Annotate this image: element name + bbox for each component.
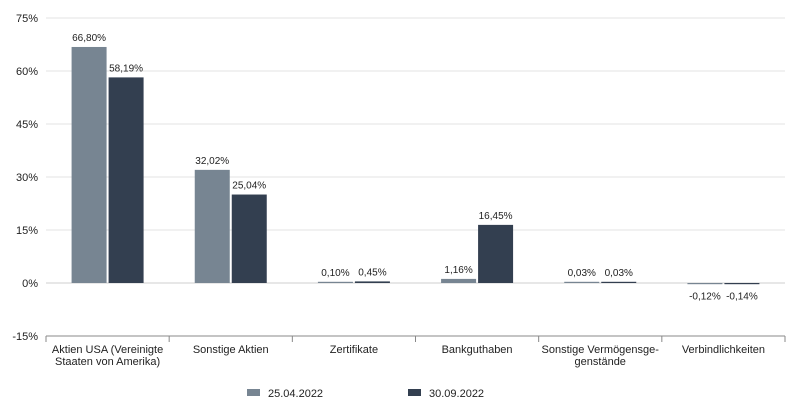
data-label: 66,80%	[72, 33, 106, 44]
bar	[71, 46, 107, 284]
x-category-label-line: Sonstige Aktien	[193, 344, 269, 356]
x-category-label-line: Sonstige Vermögensge-	[542, 344, 660, 356]
x-category-label-line: Aktien USA (Vereinigte	[52, 344, 163, 356]
x-category-label: Sonstige Vermögensge-genstände	[542, 344, 660, 368]
y-axis: 75% 60% 45% 30% 15% 0% -15%	[12, 13, 38, 343]
x-category-label-line: genstände	[575, 356, 626, 368]
legend-swatch	[247, 389, 260, 396]
bar	[687, 283, 723, 285]
bar	[317, 281, 353, 283]
x-category-label-line: Zertifikate	[330, 344, 378, 356]
x-category-label-line: Bankguthaben	[442, 344, 513, 356]
y-tick-label: -15%	[12, 331, 38, 343]
x-category-label-line: Staaten von Amerika)	[55, 356, 160, 368]
y-tick-label: 45%	[16, 119, 38, 131]
bar	[108, 77, 144, 284]
bars: 66,80% 58,19% 32,02% 25,04% 0,10% 0,45% 1,16% 1…	[71, 33, 760, 302]
legend-swatch	[408, 389, 421, 396]
x-category-label: Verbindlichkeiten	[682, 344, 765, 356]
data-label: 0,03%	[568, 268, 596, 279]
legend-label: 30.09.2022	[429, 388, 484, 400]
y-tick-label: 75%	[16, 13, 38, 25]
bar	[354, 281, 390, 283]
x-axis: Aktien USA (Vereinigte Staaten von Amerik…	[45, 335, 786, 368]
data-label: 16,45%	[479, 211, 513, 222]
x-category-label-line: Verbindlichkeiten	[682, 344, 765, 356]
y-tick-label: 0%	[22, 278, 38, 290]
bar	[564, 281, 600, 283]
data-label: 1,16%	[444, 265, 472, 276]
bar	[441, 278, 477, 283]
bar	[231, 194, 267, 283]
y-tick-label: 30%	[16, 172, 38, 184]
x-category-label: Sonstige Aktien	[193, 344, 269, 356]
data-label: 32,02%	[195, 156, 229, 167]
y-tick-label: 15%	[16, 225, 38, 237]
legend: 25.04.2022 30.09.2022	[247, 388, 484, 400]
gridlines	[46, 17, 785, 337]
bar	[194, 169, 230, 283]
legend-label: 25.04.2022	[268, 388, 323, 400]
x-category-label: Bankguthaben	[442, 344, 513, 356]
bar	[724, 283, 760, 285]
data-label: 0,10%	[321, 268, 349, 279]
x-category-label: Zertifikate	[330, 344, 378, 356]
data-label: 0,45%	[358, 267, 386, 278]
data-label: 0,03%	[605, 268, 633, 279]
data-label: -0,12%	[689, 291, 721, 302]
data-label: -0,14%	[726, 291, 758, 302]
bar	[601, 281, 637, 283]
y-tick-label: 60%	[16, 66, 38, 78]
bar	[478, 224, 514, 283]
data-label: 58,19%	[109, 63, 143, 74]
x-category-label: Aktien USA (Vereinigte Staaten von Amerik…	[52, 344, 163, 368]
data-label: 25,04%	[232, 181, 266, 192]
